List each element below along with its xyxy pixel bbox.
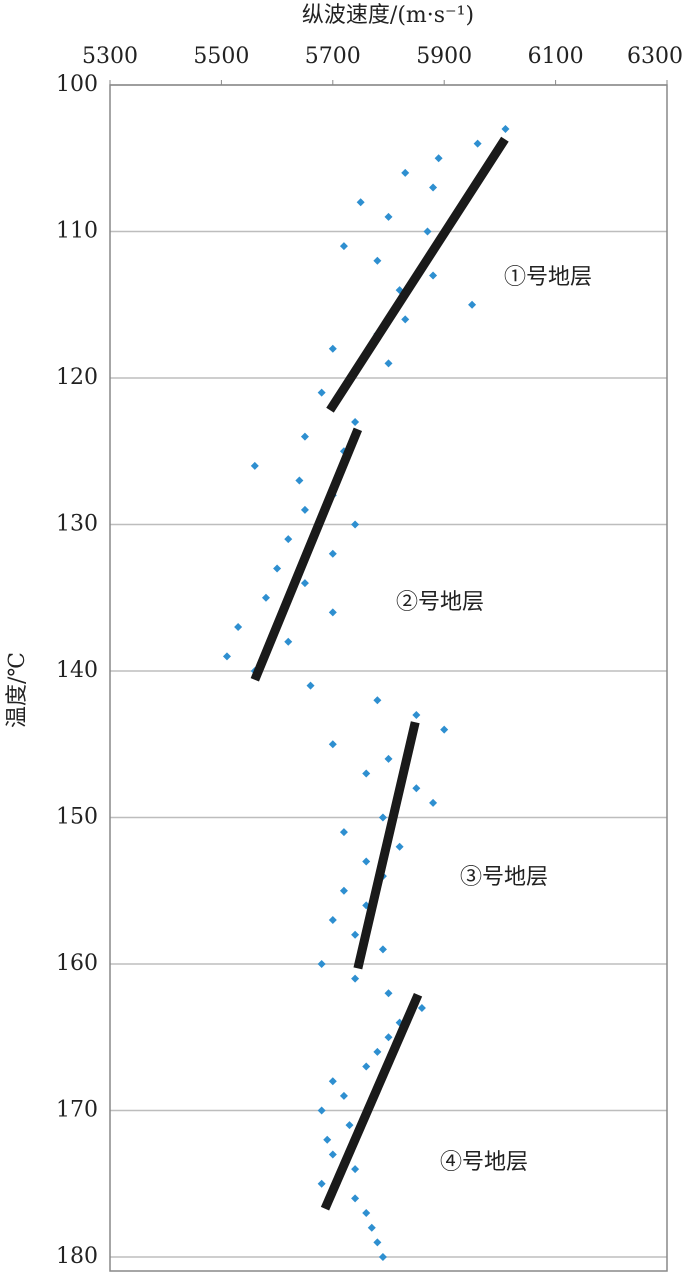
data-point [328, 344, 337, 353]
data-point [501, 124, 510, 133]
data-point [339, 242, 348, 251]
data-point [284, 637, 293, 646]
y-tick-label: 170 [56, 1098, 98, 1123]
annotation: ①号地层 [504, 265, 592, 290]
data-point [295, 476, 304, 485]
plot-frame [109, 84, 668, 1272]
data-point [300, 505, 309, 514]
data-point [384, 754, 393, 763]
x-tick-label: 5700 [305, 44, 361, 69]
data-point [306, 681, 315, 690]
data-point [412, 710, 421, 719]
x-axis-label: 纵波速度/(m·s⁻¹) [302, 3, 474, 28]
x-tick-label: 5500 [193, 44, 249, 69]
y-tick-label: 140 [56, 658, 98, 683]
data-point [429, 798, 438, 807]
data-point [384, 212, 393, 221]
data-point [395, 842, 404, 851]
data-point [373, 1047, 382, 1056]
data-point [412, 784, 421, 793]
x-tick-label: 6300 [627, 44, 683, 69]
data-point [356, 198, 365, 207]
data-point [328, 549, 337, 558]
data-point [300, 432, 309, 441]
data-point [401, 315, 410, 324]
data-point [401, 168, 410, 177]
data-point [378, 945, 387, 954]
data-point [317, 1179, 326, 1188]
data-point [323, 1135, 332, 1144]
trend-line [250, 427, 363, 682]
trend-line [320, 992, 423, 1211]
data-point [384, 359, 393, 368]
data-point [351, 1194, 360, 1203]
data-point [351, 974, 360, 983]
data-point [351, 520, 360, 529]
data-point [345, 1121, 354, 1130]
data-point [351, 930, 360, 939]
data-point [384, 989, 393, 998]
data-point [473, 139, 482, 148]
data-point [328, 740, 337, 749]
data-point [234, 623, 243, 632]
trend-line [326, 136, 509, 413]
data-point [378, 813, 387, 822]
data-point [373, 256, 382, 265]
data-point [429, 271, 438, 280]
data-point [273, 564, 282, 573]
data-point [440, 725, 449, 734]
y-tick-label: 120 [56, 365, 98, 390]
data-point [423, 227, 432, 236]
data-point [351, 1165, 360, 1174]
data-point [417, 1003, 426, 1012]
data-point [300, 579, 309, 588]
data-point [367, 1223, 376, 1232]
annotation: ②号地层 [396, 590, 484, 615]
data-point [373, 696, 382, 705]
x-tick-label: 6100 [528, 44, 584, 69]
data-point [222, 652, 231, 661]
x-tick-label: 5900 [416, 44, 472, 69]
data-point [284, 535, 293, 544]
annotation: ③号地层 [460, 865, 548, 890]
data-point [328, 916, 337, 925]
y-axis-label: 温度/℃ [5, 652, 30, 728]
y-tick-label: 100 [56, 72, 98, 97]
data-point [328, 1150, 337, 1159]
data-point [317, 960, 326, 968]
data-point [384, 1033, 393, 1042]
y-tick-label: 160 [56, 951, 98, 976]
data-point [429, 183, 438, 192]
data-point [339, 886, 348, 895]
data-point [339, 828, 348, 837]
data-point [328, 1077, 337, 1086]
data-point [373, 1238, 382, 1247]
data-point [339, 1091, 348, 1100]
data-point [378, 1253, 387, 1261]
data-point [362, 1062, 371, 1071]
y-tick-label: 180 [56, 1244, 98, 1269]
annotation: ④号地层 [440, 1150, 528, 1175]
data-point [328, 608, 337, 617]
data-point [351, 417, 360, 426]
y-tick-label: 110 [56, 219, 98, 244]
data-point [362, 1209, 371, 1218]
data-point [468, 300, 477, 309]
data-point [362, 769, 371, 778]
y-tick-label: 150 [56, 805, 98, 830]
data-point [317, 388, 326, 397]
x-tick-label: 5300 [82, 44, 138, 69]
data-point [362, 857, 371, 866]
data-point [434, 154, 443, 163]
y-tick-label: 130 [56, 512, 98, 537]
data-point [317, 1106, 326, 1115]
data-point [250, 461, 259, 470]
data-point [261, 593, 270, 602]
trend-line [353, 721, 420, 970]
